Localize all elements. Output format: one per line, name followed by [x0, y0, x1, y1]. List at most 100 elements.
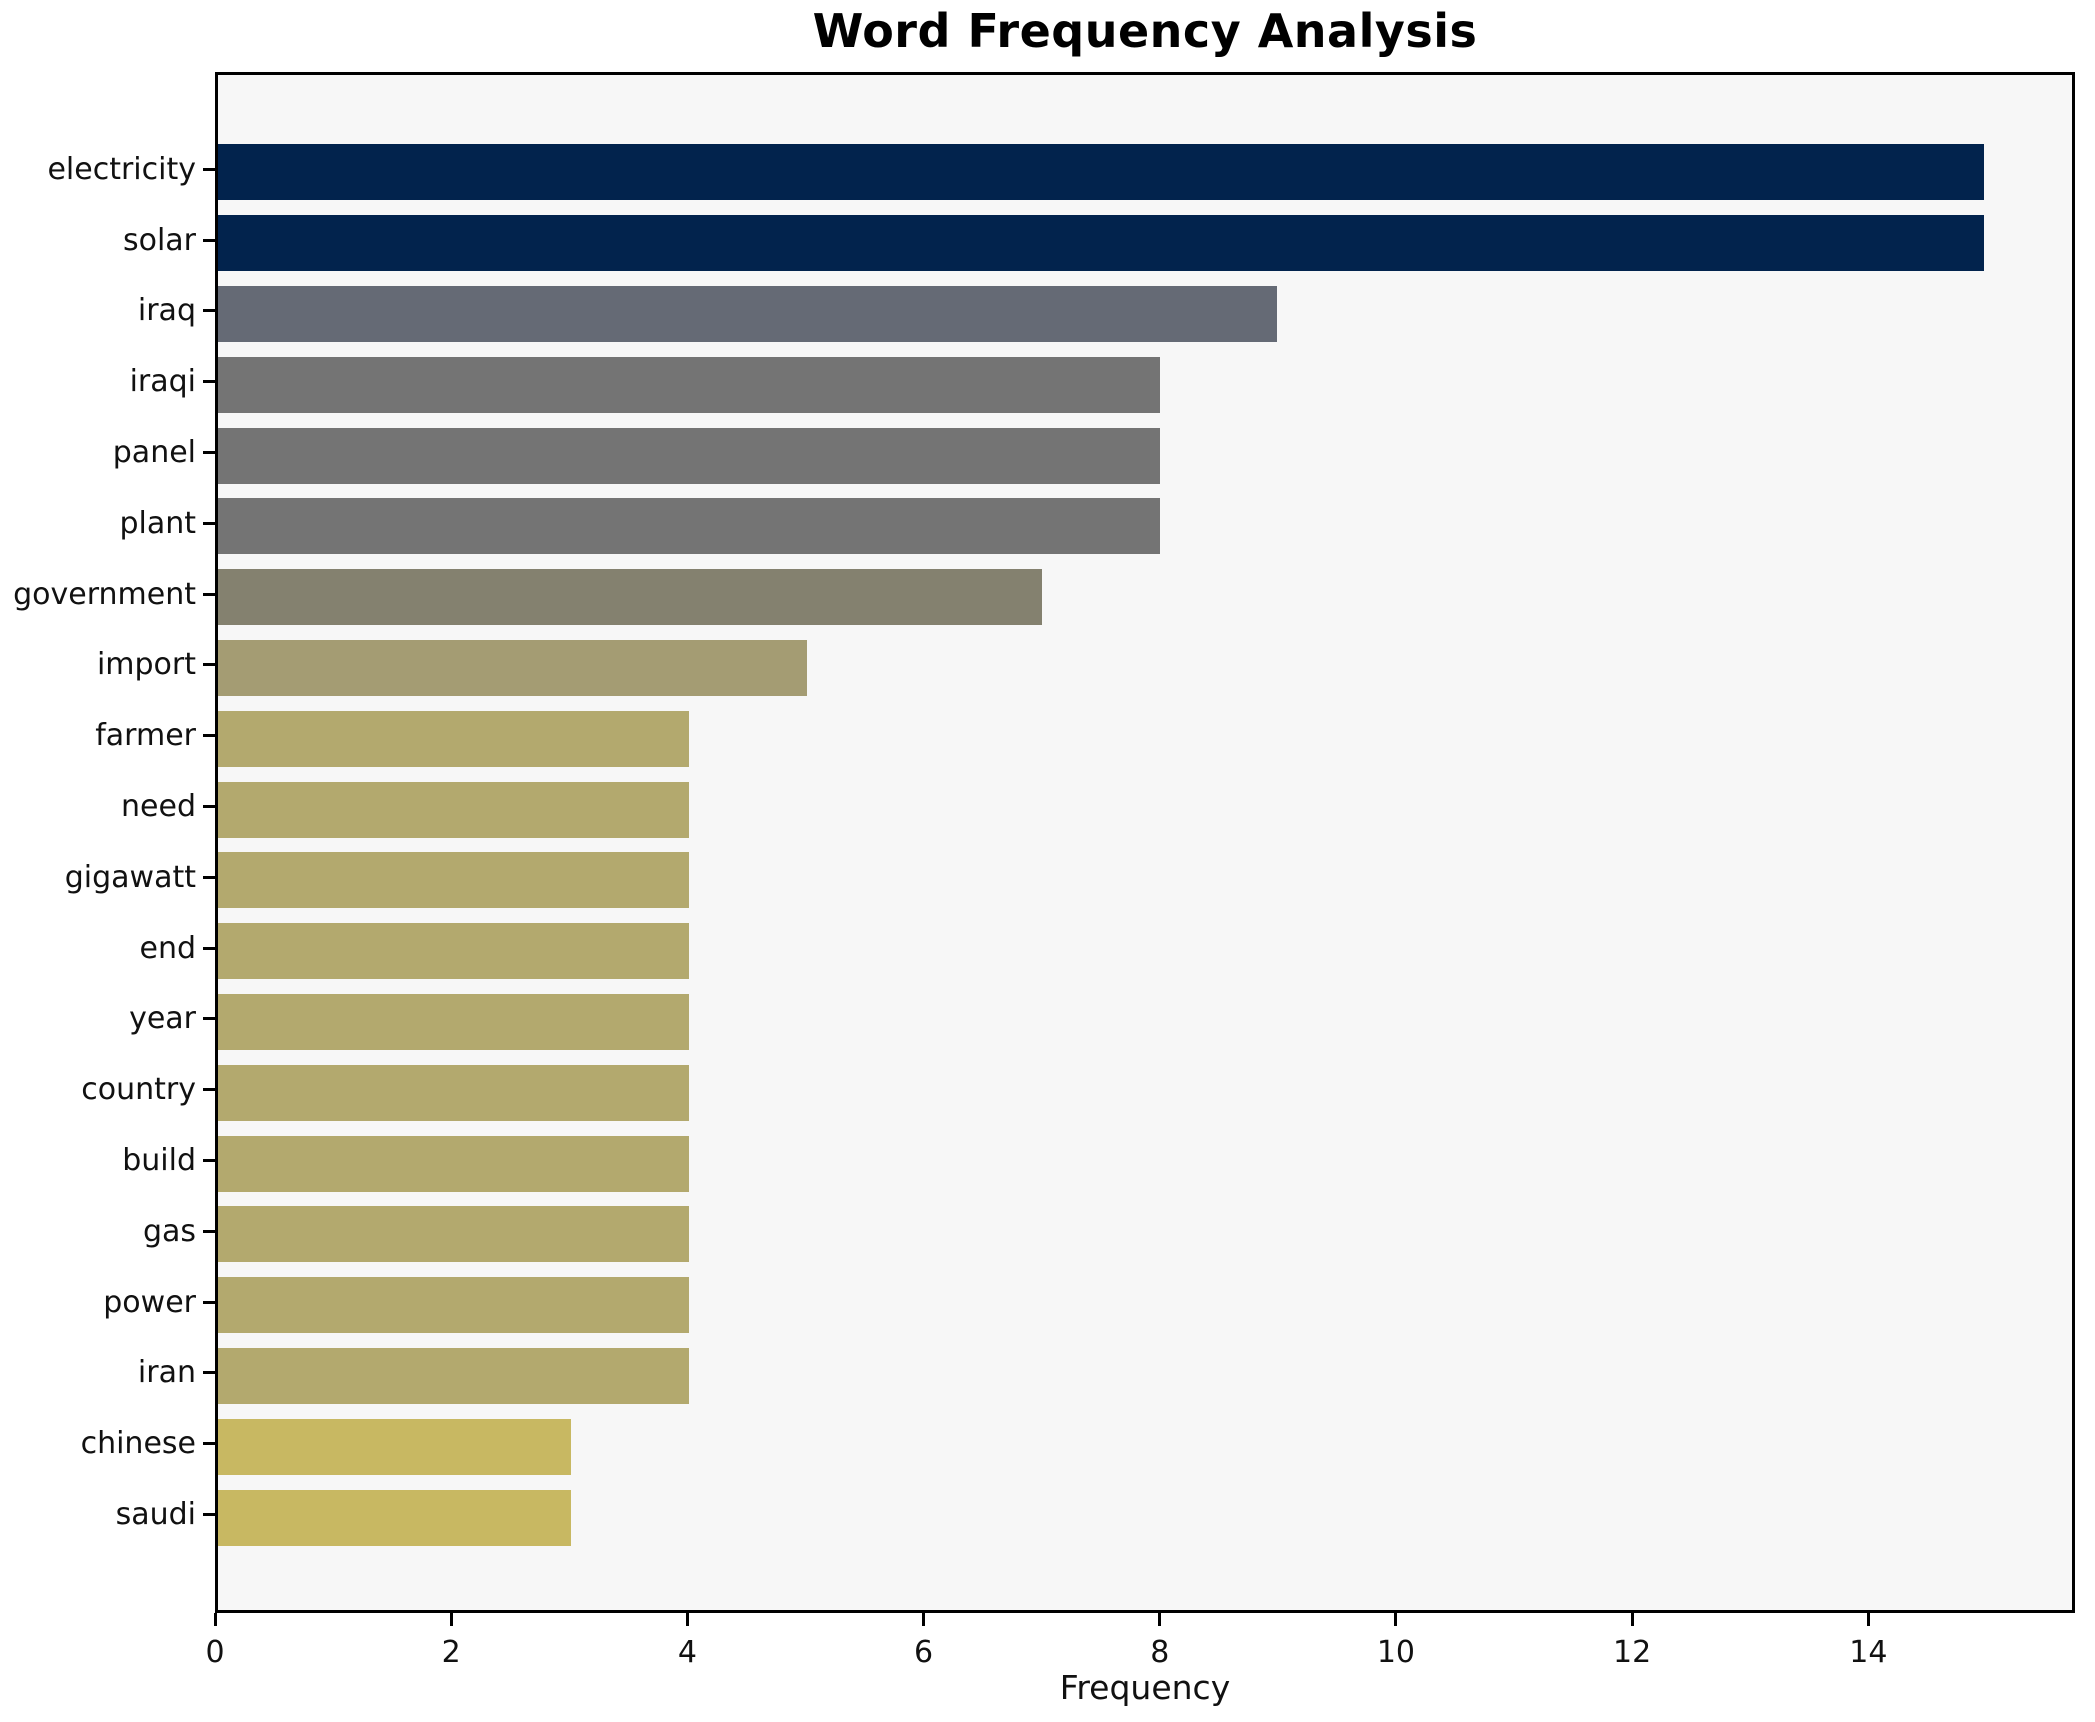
bar-import: [218, 639, 807, 696]
bar-end: [218, 923, 689, 980]
y-tick-label: build: [122, 1143, 196, 1179]
bar-country: [218, 1064, 689, 1121]
bar-row: [218, 208, 2072, 279]
y-tick-mark: [203, 1229, 215, 1233]
x-tick-mark: [1158, 1613, 1162, 1626]
y-tick-label: saudi: [115, 1497, 196, 1533]
y-tick-row: solar: [0, 205, 215, 276]
bar-row: [218, 349, 2072, 420]
y-tick-label: plant: [119, 505, 196, 541]
y-tick-row: need: [0, 771, 215, 842]
y-tick-mark: [203, 167, 215, 171]
y-tick-row: build: [0, 1125, 215, 1196]
x-tick-mark: [1630, 1613, 1634, 1626]
y-tick-row: end: [0, 913, 215, 984]
y-tick-label: electricity: [47, 151, 196, 187]
y-tick-mark: [203, 380, 215, 384]
bar-row: [218, 1270, 2072, 1341]
x-tick-label: 8: [1150, 1635, 1170, 1670]
bar-row: [218, 633, 2072, 704]
y-tick-label: government: [13, 576, 196, 612]
y-tick-mark: [203, 592, 215, 596]
y-tick-label: iraq: [137, 293, 196, 329]
bar-row: [218, 703, 2072, 774]
bar-electricity: [218, 144, 1984, 201]
y-tick-mark: [203, 1371, 215, 1375]
x-tick-label: 6: [914, 1635, 934, 1670]
y-tick-label: power: [103, 1284, 196, 1320]
y-tick-row: farmer: [0, 700, 215, 771]
bar-row: [218, 491, 2072, 562]
y-tick-label: year: [129, 1001, 196, 1037]
bar-farmer: [218, 710, 689, 767]
y-tick-row: iran: [0, 1338, 215, 1409]
x-tick-mark: [213, 1613, 217, 1626]
bar-row: [218, 1482, 2072, 1553]
bar-row: [218, 1128, 2072, 1199]
bar-panel: [218, 427, 1160, 484]
y-tick-row: government: [0, 559, 215, 630]
y-tick-label: import: [96, 647, 196, 683]
y-tick-mark: [203, 238, 215, 242]
bar-iran: [218, 1347, 689, 1404]
y-tick-mark: [203, 734, 215, 738]
bar-row: [218, 562, 2072, 633]
x-tick-label: 2: [441, 1635, 461, 1670]
y-tick-mark: [203, 1159, 215, 1163]
y-tick-label: farmer: [95, 718, 196, 754]
y-tick-row: power: [0, 1267, 215, 1338]
bar-government: [218, 569, 1042, 626]
x-tick-mark: [449, 1613, 453, 1626]
bar-row: [218, 279, 2072, 350]
y-tick-mark: [203, 1442, 215, 1446]
y-tick-mark: [203, 663, 215, 667]
y-tick-label: solar: [122, 222, 196, 258]
x-tick-label: 12: [1613, 1635, 1652, 1670]
x-tick-mark: [685, 1613, 689, 1626]
y-tick-label: need: [121, 789, 196, 825]
y-tick-mark: [203, 1513, 215, 1517]
y-tick-label: chinese: [80, 1426, 196, 1462]
y-tick-row: year: [0, 984, 215, 1055]
y-tick-row: import: [0, 630, 215, 701]
y-tick-row: country: [0, 1054, 215, 1125]
y-tick-label: gigawatt: [64, 859, 196, 895]
y-tick-mark: [203, 1300, 215, 1304]
x-tick-label: 14: [1849, 1635, 1888, 1670]
y-tick-label: panel: [112, 435, 196, 471]
y-tick-row: saudi: [0, 1479, 215, 1550]
x-axis: 0 2 4 6 8 10 12 14: [205, 1613, 2075, 1722]
x-tick-label: 10: [1376, 1635, 1416, 1670]
bar-gigawatt: [218, 852, 689, 909]
bar-row: [218, 916, 2072, 987]
y-tick-mark: [203, 1088, 215, 1092]
y-tick-label: iraqi: [129, 364, 196, 400]
y-tick-row: gigawatt: [0, 842, 215, 913]
y-tick-mark: [203, 521, 215, 525]
bar-row: [218, 420, 2072, 491]
bar-solar: [218, 215, 1984, 272]
bar-plant: [218, 498, 1160, 555]
y-tick-mark: [203, 946, 215, 950]
bar-row: [218, 1199, 2072, 1270]
y-tick-row: iraqi: [0, 346, 215, 417]
bar-row: [218, 845, 2072, 916]
y-tick-row: plant: [0, 488, 215, 559]
y-tick-label: end: [139, 930, 196, 966]
y-tick-label: iran: [137, 1355, 196, 1391]
y-tick-row: iraq: [0, 276, 215, 347]
y-tick-mark: [203, 875, 215, 879]
x-tick-label: 0: [205, 1635, 225, 1670]
bar-row: [218, 1341, 2072, 1412]
chart-title: Word Frequency Analysis: [812, 4, 1478, 58]
y-tick-row: electricity: [0, 134, 215, 205]
y-tick-mark: [203, 309, 215, 313]
bar-row: [218, 1057, 2072, 1128]
bar-row: [218, 987, 2072, 1058]
bar-iraqi: [218, 356, 1160, 413]
bar-build: [218, 1135, 689, 1192]
y-tick-row: chinese: [0, 1408, 215, 1479]
x-tick-mark: [922, 1613, 926, 1626]
bar-iraq: [218, 285, 1278, 342]
